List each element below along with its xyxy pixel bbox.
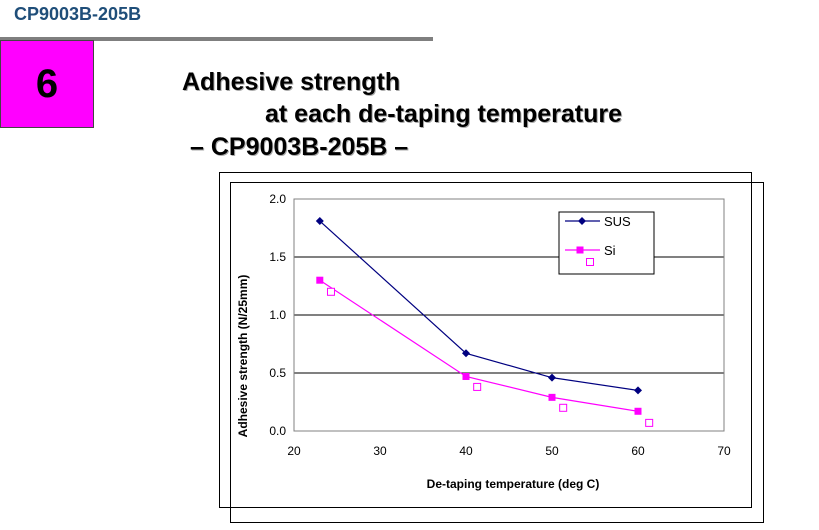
data-point-si	[634, 407, 642, 415]
series-layer	[315, 217, 654, 427]
axis-layer: 0.0 0.5 1.0 1.5 2.0 20 30 40 50 60 70	[269, 192, 731, 458]
x-axis-label: De-taping temperature (deg C)	[427, 477, 600, 491]
data-point-si	[316, 276, 324, 284]
x-tick-label: 70	[717, 444, 731, 458]
legend-label-si: Si	[604, 243, 616, 258]
legend-open-square-marker	[586, 258, 594, 266]
y-tick-label: 1.0	[269, 308, 286, 322]
section-number: 6	[35, 61, 59, 106]
y-axis-label: Adhesive strength (N/25mm)	[236, 275, 250, 438]
data-point-sus	[634, 386, 642, 395]
x-tick-label: 20	[287, 444, 301, 458]
x-tick-label: 50	[545, 444, 559, 458]
y-tick-label: 0.0	[269, 424, 286, 438]
legend-box	[558, 211, 655, 275]
legend-marker-si	[576, 246, 584, 254]
y-tick-label: 2.0	[269, 192, 286, 206]
data-point-si	[548, 393, 556, 401]
x-tick-label: 40	[459, 444, 473, 458]
data-point-sus	[315, 217, 324, 226]
legend-layer: SUS Si	[558, 211, 655, 275]
slide-title-line-1: Adhesive strength	[182, 68, 401, 96]
open-square-marker	[645, 418, 654, 427]
series-line-si	[319, 279, 639, 412]
legend-label-sus: SUS	[604, 214, 631, 229]
y-tick-label: 1.5	[269, 250, 286, 264]
slide-title-line-3: – CP9003B-205B –	[190, 133, 409, 161]
x-tick-label: 30	[373, 444, 387, 458]
open-square-marker	[473, 382, 482, 391]
slide-title-line-2: at each de-taping temperature	[265, 100, 623, 128]
document-code: CP9003B-205B	[14, 4, 142, 24]
section-number-box: 6	[0, 40, 94, 128]
data-point-si	[462, 372, 470, 380]
chart-outer-frame	[219, 172, 752, 508]
data-point-sus	[462, 349, 470, 358]
series-line-sus	[319, 220, 639, 391]
header-rule	[0, 37, 433, 41]
y-tick-label: 0.5	[269, 366, 286, 380]
x-tick-label: 60	[631, 444, 645, 458]
open-square-marker	[326, 287, 335, 296]
data-point-sus	[548, 373, 556, 382]
open-square-marker	[559, 403, 568, 412]
chart-offset-frame	[230, 182, 764, 523]
legend-marker-sus	[578, 217, 586, 225]
plot-area	[293, 198, 725, 432]
grid-layer	[294, 256, 724, 374]
